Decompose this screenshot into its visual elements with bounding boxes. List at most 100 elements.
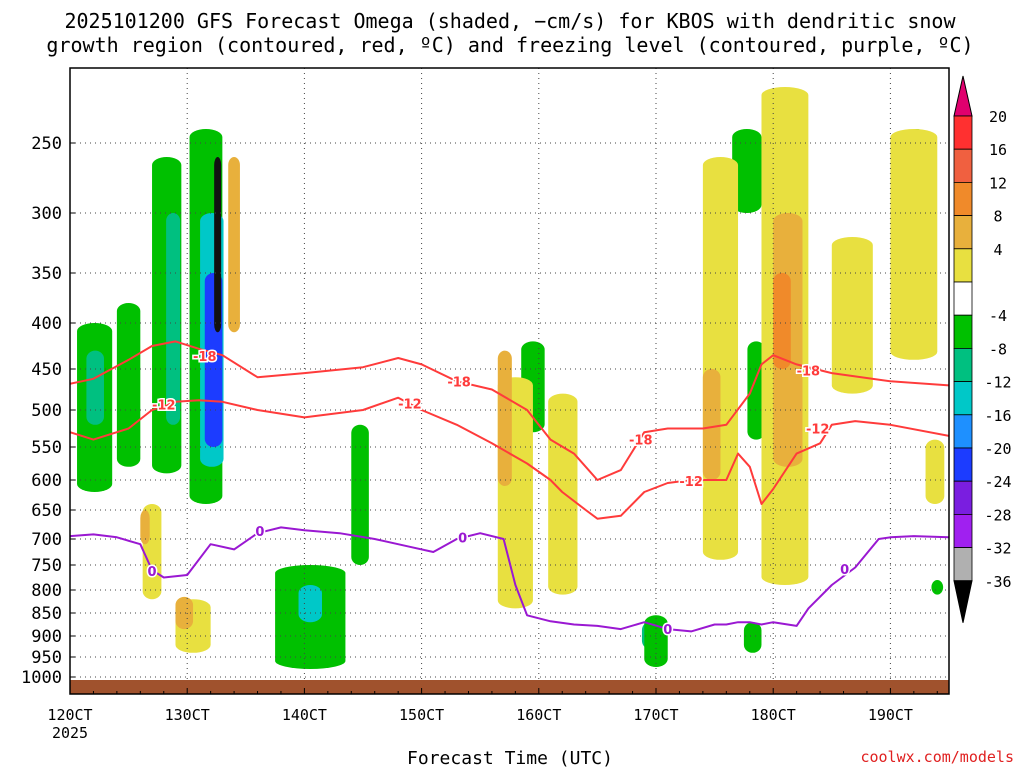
ground-terrain [70, 680, 949, 694]
x-tick-label-190CT: 190CT [868, 706, 913, 724]
y-axis: 250 300 350 400 450 500 550 600 650 700 750 800 850 9… [21, 134, 75, 688]
y-tick-label-450: 450 [31, 360, 62, 380]
colorbar-swatch-0 [953, 115, 973, 150]
omega-region-32 [773, 273, 791, 369]
y-tick-label-600: 600 [31, 471, 62, 491]
x-tick-label-150CT: 150CT [399, 706, 444, 724]
contour-label-12: 0 [840, 563, 849, 578]
contour-label-3: -12 [398, 397, 422, 412]
colorbar-label-3: 8 [993, 208, 1002, 226]
colorbar-label-7: -12 [984, 374, 1011, 392]
contour-label-6: -18 [797, 365, 821, 380]
omega-region-29 [702, 369, 721, 480]
colorbar: 20 16 12 8 4 -4 -8 -12 -16 -20 -24 -28 -32 -36 [953, 75, 1012, 623]
contour-label-7: -12 [806, 423, 830, 438]
contour-labels: -18 -12 -18 -12 -18 -12 -18 -12 0 0 0 0 0 [146, 349, 851, 640]
omega-region-2 [116, 303, 141, 467]
colorbar-label-2: 12 [989, 174, 1007, 192]
y-tick-label-250: 250 [31, 134, 62, 154]
x-tick-label-180CT: 180CT [751, 706, 796, 724]
colorbar-swatch-1 [953, 148, 973, 183]
y-tick-label-550: 550 [31, 438, 62, 458]
colorbar-swatch-6 [953, 314, 973, 349]
x-tick-label-120CT: 120CT [47, 706, 92, 724]
colorbar-label-13: -36 [984, 573, 1011, 591]
colorbar-bottom-triangle [953, 580, 973, 623]
omega-region-28 [702, 157, 739, 560]
contour-label-8: 0 [255, 525, 264, 540]
colorbar-label-6: -8 [989, 340, 1007, 358]
x-axis-title: Forecast Time (UTC) [407, 748, 613, 768]
omega-region-16 [732, 129, 762, 213]
x-axis: 120CT 130CT 140CT 150CT 160CT 170CT 180CT 190CT [47, 688, 938, 724]
omega-region-4 [166, 213, 181, 425]
omega-region-33 [831, 237, 873, 394]
omega-region-34 [890, 129, 938, 360]
plot-frame [69, 67, 950, 695]
colorbar-label-9: -20 [984, 440, 1011, 458]
colorbar-label-11: -28 [984, 506, 1011, 524]
x-tick-label-130CT: 130CT [165, 706, 210, 724]
contour-line-0 [70, 340, 949, 481]
colorbar-swatch-3 [953, 215, 973, 250]
colorbar-swatch-13 [953, 547, 973, 582]
contour-label-10: 0 [148, 565, 157, 580]
colorbar-swatch-4 [953, 248, 973, 283]
omega-region-24 [228, 157, 240, 333]
contour-label-5: -12 [679, 475, 703, 490]
contour-label-1: -12 [152, 398, 176, 413]
colorbar-swatch-12 [953, 514, 973, 549]
omega-region-27 [548, 393, 578, 595]
colorbar-label-8: -16 [984, 407, 1011, 425]
contour-lines [70, 340, 949, 633]
x-tick-label-160CT: 160CT [516, 706, 561, 724]
omega-region-11 [351, 424, 369, 565]
y-tick-label-650: 650 [31, 501, 62, 521]
omega-shading [77, 87, 945, 669]
y-tick-label-900: 900 [31, 627, 62, 647]
omega-region-1 [86, 350, 104, 425]
omega-region-23 [175, 596, 194, 630]
colorbar-swatch-10 [953, 447, 973, 482]
omega-region-8 [214, 157, 222, 333]
y-tick-label-1000: 1000 [21, 668, 62, 688]
contour-label-0: -18 [193, 350, 217, 365]
colorbar-label-10: -24 [984, 473, 1011, 491]
y-tick-label-300: 300 [31, 204, 62, 224]
omega-region-35 [925, 439, 945, 504]
contour-line-1 [70, 396, 949, 520]
chart-title-line-2: growth region (contoured, red, ºC) and f… [46, 33, 973, 57]
colorbar-swatch-5 [953, 281, 973, 316]
colorbar-swatch-7 [953, 347, 973, 382]
contour-label-2: -18 [447, 375, 471, 390]
y-tick-label-350: 350 [31, 264, 62, 284]
x-tick-label-170CT: 170CT [633, 706, 678, 724]
contour-label-11: 0 [663, 623, 672, 638]
y-tick-label-800: 800 [31, 581, 62, 601]
colorbar-swatch-2 [953, 181, 973, 216]
y-tick-label-500: 500 [31, 401, 62, 421]
y-tick-label-700: 700 [31, 530, 62, 550]
omega-region-21 [140, 510, 150, 545]
omega-region-26 [497, 350, 512, 486]
colorbar-label-4: 4 [993, 241, 1002, 259]
credit-text: coolwx.com/models [860, 748, 1014, 766]
colorbar-swatch-11 [953, 480, 973, 515]
contour-label-9: 0 [458, 531, 467, 546]
y-tick-label-850: 850 [31, 604, 62, 624]
chart-title-line-1: 2025101200 GFS Forecast Omega (shaded, −… [64, 9, 956, 33]
contour-label-4: -18 [629, 434, 653, 449]
contour-line-2 [70, 526, 949, 633]
colorbar-label-0: 20 [989, 108, 1007, 126]
omega-region-19 [931, 580, 944, 595]
omega-region-17 [743, 622, 762, 653]
y-tick-label-950: 950 [31, 648, 62, 668]
colorbar-label-12: -32 [984, 540, 1011, 558]
colorbar-swatch-8 [953, 381, 973, 416]
colorbar-label-5: -4 [989, 307, 1007, 325]
colorbar-label-1: 16 [989, 141, 1007, 159]
colorbar-swatch-9 [953, 414, 973, 449]
y-tick-label-400: 400 [31, 314, 62, 334]
omega-region-10 [298, 585, 322, 623]
